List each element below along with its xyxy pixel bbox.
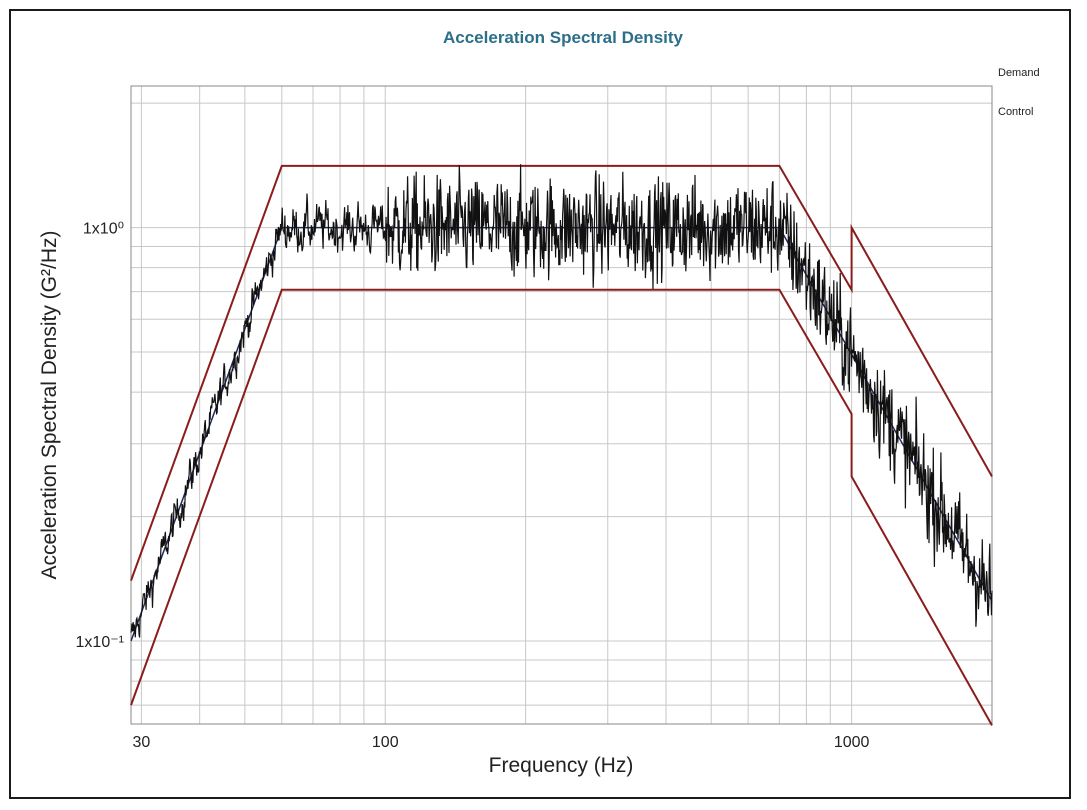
- chart-frame: Acceleration Spectral Density 30 100 1000 …: [9, 9, 1071, 799]
- x-tick-label: 1000: [834, 734, 870, 751]
- y-tick-label: 1x10⁻¹: [76, 634, 124, 651]
- x-tick-label: 30: [132, 734, 150, 751]
- plot-area: [130, 85, 993, 725]
- chart-title: Acceleration Spectral Density: [443, 28, 684, 47]
- x-tick-label: 100: [372, 734, 399, 751]
- x-tick-labels: 30 100 1000: [132, 734, 869, 751]
- y-axis-label: Acceleration Spectral Density (G²/Hz): [38, 231, 61, 580]
- limit-line: [130, 164, 993, 581]
- control-line: [130, 164, 993, 638]
- legend-control: Control: [998, 106, 1033, 118]
- x-axis-label: Frequency (Hz): [489, 754, 634, 777]
- limit-lines: [130, 164, 993, 726]
- control-series: [130, 164, 993, 638]
- asd-chart: Acceleration Spectral Density 30 100 1000 …: [38, 28, 1040, 777]
- y-tick-label: 1x10⁰: [83, 221, 124, 238]
- y-tick-labels: 1x10⁰ 1x10⁻¹: [76, 221, 124, 651]
- limit-line: [130, 288, 993, 726]
- legend-demand: Demand: [998, 67, 1040, 79]
